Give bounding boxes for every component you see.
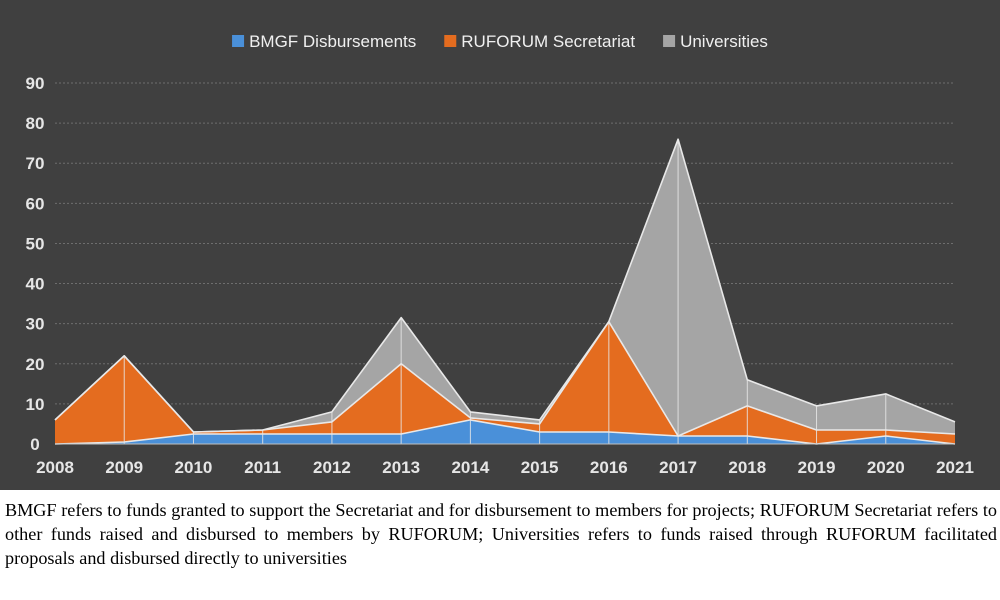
y-tick-label: 70 (26, 154, 45, 173)
y-tick-label: 10 (26, 395, 45, 414)
x-tick-label: 2018 (728, 458, 766, 477)
x-tick-label: 2021 (936, 458, 974, 477)
y-axis-ticks: 0 10 20 30 40 50 60 70 80 90 (26, 74, 45, 454)
legend-item: RUFORUM Secretariat (444, 32, 635, 51)
outline-universities (54, 138, 956, 433)
y-tick-label: 50 (26, 234, 45, 253)
y-tick-label: 20 (26, 355, 45, 374)
y-tick-label: 40 (26, 275, 45, 294)
x-tick-label: 2020 (867, 458, 905, 477)
x-tick-label: 2013 (382, 458, 420, 477)
area-bmgf-disbursements (55, 419, 955, 444)
legend-swatch (663, 35, 676, 47)
stacked-area-chart: 0 10 20 30 40 50 60 70 80 90 2008 2009 2010 2011 2012… (26, 32, 974, 477)
x-tick-label: 2012 (313, 458, 351, 477)
x-tick-label: 2010 (175, 458, 213, 477)
chart-panel: 0 10 20 30 40 50 60 70 80 90 2008 2009 2010 2011 2012… (0, 0, 1000, 490)
x-tick-label: 2011 (244, 458, 281, 477)
x-tick-label: 2008 (36, 458, 74, 477)
area-universities (55, 139, 955, 436)
x-tick-label: 2009 (105, 458, 143, 477)
legend-item: BMGF Disbursements (232, 32, 416, 51)
legend-label: BMGF Disbursements (249, 32, 416, 51)
legend-swatch (444, 35, 457, 47)
x-axis-ticks: 2008 2009 2010 2011 2012 2013 2014 2015 2016 2017… (36, 458, 974, 477)
y-tick-label: 30 (26, 315, 45, 334)
figure-caption: BMGF refers to funds granted to support … (5, 500, 997, 568)
y-tick-label: 80 (26, 114, 45, 133)
series-outlines (54, 138, 956, 445)
legend: BMGF Disbursements RUFORUM Secretariat Uni… (232, 32, 768, 51)
x-tick-label: 2014 (451, 458, 489, 477)
y-tick-label: 60 (26, 194, 45, 213)
y-tick-label: 90 (26, 74, 45, 93)
outline-bmgf-disbursements (54, 419, 956, 445)
legend-label: RUFORUM Secretariat (461, 32, 635, 51)
x-tick-label: 2015 (521, 458, 559, 477)
x-tick-label: 2019 (798, 458, 836, 477)
area-series (55, 139, 955, 444)
y-tick-label: 0 (30, 435, 39, 454)
x-tick-label: 2017 (659, 458, 697, 477)
area-ruforum-secretariat (55, 321, 955, 444)
legend-item: Universities (663, 32, 768, 51)
gridlines (55, 82, 955, 405)
legend-label: Universities (680, 32, 768, 51)
legend-swatch (232, 35, 245, 47)
x-tick-label: 2016 (590, 458, 628, 477)
